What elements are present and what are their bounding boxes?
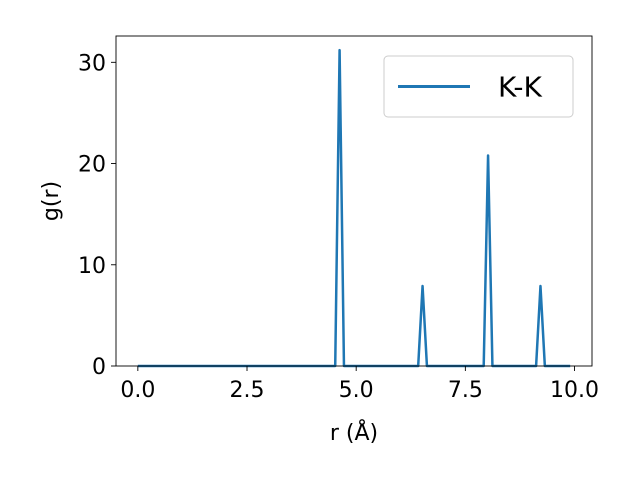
legend: K-K	[383, 55, 574, 118]
y-tick-label: 20	[78, 153, 106, 178]
x-axis-label: r (Å)	[330, 419, 378, 446]
x-tick-label: 5.0	[339, 378, 374, 403]
x-tick-label: 2.5	[230, 378, 265, 403]
x-tick-label: 0.0	[120, 378, 155, 403]
y-tick-label: 10	[78, 254, 106, 279]
y-tick-label: 30	[78, 51, 106, 76]
legend-box	[383, 55, 574, 118]
ticks-layer: 0.0 2.5 5.0 7.5 10.0 0 10 20 30	[78, 51, 599, 403]
x-tick-label: 10.0	[550, 378, 599, 403]
y-tick-label: 0	[92, 355, 106, 380]
x-tick-label: 7.5	[448, 378, 483, 403]
legend-label: K-K	[498, 71, 543, 104]
y-axis-label: g(r)	[39, 181, 64, 221]
plot-frame	[115, 35, 593, 367]
